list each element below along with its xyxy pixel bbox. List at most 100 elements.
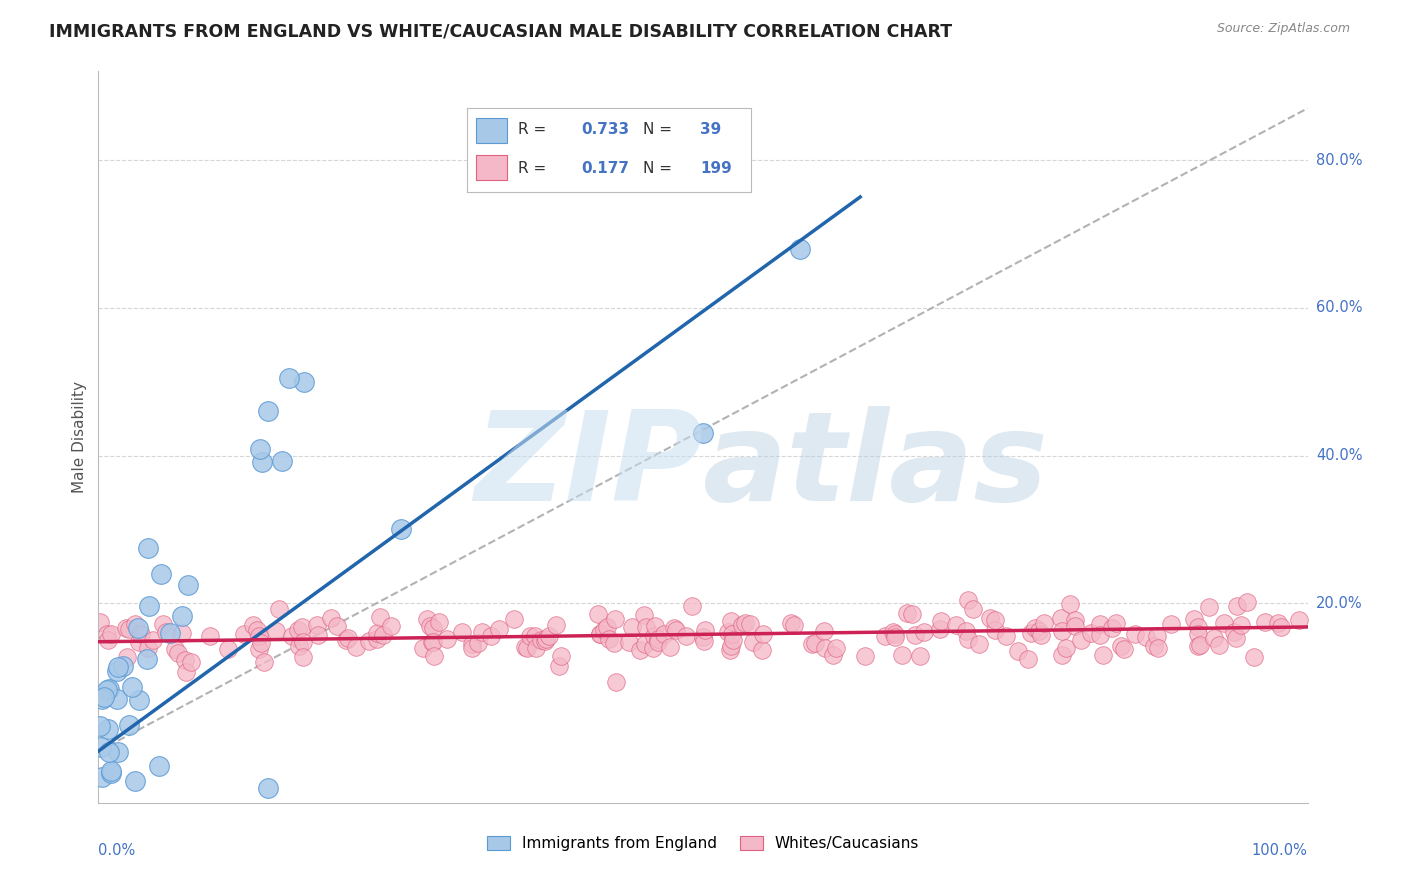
Point (128, 635, 150, 649)
Point (100, 764, 122, 779)
Point (586, 607, 609, 622)
Point (121, 680, 143, 694)
Point (1019, 626, 1042, 640)
Point (779, 615, 801, 630)
Point (250, 455, 273, 469)
Point (1017, 652, 1039, 666)
Point (720, 639, 742, 653)
Point (269, 601, 291, 615)
Point (1187, 620, 1209, 634)
Point (148, 759, 170, 773)
Point (91, 692, 114, 706)
Point (117, 650, 139, 665)
Point (105, 692, 128, 706)
Point (1147, 641, 1170, 656)
Point (1109, 639, 1132, 653)
Point (97, 722, 120, 736)
Point (1187, 639, 1209, 653)
Point (789, 242, 811, 256)
Point (270, 454, 292, 468)
Point (721, 627, 744, 641)
Point (955, 624, 977, 638)
Point (1226, 599, 1249, 613)
Point (537, 629, 560, 643)
Text: atlas: atlas (703, 406, 1049, 527)
Point (731, 618, 754, 632)
Point (634, 637, 657, 651)
Point (644, 619, 666, 633)
Point (281, 629, 304, 643)
Point (908, 648, 931, 663)
Point (1028, 624, 1050, 638)
Point (249, 629, 271, 643)
Point (253, 655, 276, 669)
Point (1050, 648, 1073, 663)
Point (450, 624, 472, 639)
Point (603, 636, 626, 650)
Point (823, 648, 845, 662)
Y-axis label: Male Disability: Male Disability (72, 381, 87, 493)
Point (516, 641, 538, 656)
Point (813, 624, 835, 639)
Point (1208, 638, 1230, 652)
Point (291, 634, 314, 648)
Text: ZIP: ZIP (474, 406, 703, 527)
Point (692, 630, 714, 644)
Point (873, 629, 896, 643)
Point (900, 607, 922, 622)
Point (896, 607, 918, 621)
Point (136, 640, 159, 655)
Point (1101, 621, 1123, 635)
Point (90, 771, 112, 785)
Point (695, 624, 717, 638)
Text: Source: ZipAtlas.com: Source: ZipAtlas.com (1216, 22, 1350, 36)
Point (721, 633, 744, 648)
Point (1050, 611, 1073, 625)
Point (1031, 628, 1053, 642)
Text: 20.0%: 20.0% (1316, 596, 1362, 611)
Point (173, 653, 195, 667)
Point (97, 745, 120, 759)
Point (751, 643, 773, 657)
Point (124, 617, 146, 632)
Point (957, 632, 980, 646)
Point (658, 640, 681, 655)
Point (112, 659, 135, 673)
Point (855, 648, 877, 663)
Point (107, 659, 129, 673)
Point (128, 692, 150, 706)
Point (717, 624, 740, 639)
Point (1024, 621, 1046, 635)
Point (174, 665, 197, 679)
Point (1070, 633, 1092, 648)
Point (634, 620, 657, 634)
Point (621, 620, 644, 634)
Point (1213, 615, 1236, 630)
Point (1050, 624, 1073, 638)
Point (131, 627, 153, 641)
Point (100, 627, 122, 641)
Point (1123, 627, 1146, 641)
Point (891, 648, 914, 662)
Point (488, 623, 510, 637)
Point (256, 780, 278, 795)
Point (1064, 613, 1087, 627)
Point (720, 614, 742, 628)
Point (929, 614, 952, 628)
Point (1114, 641, 1136, 656)
Point (412, 640, 434, 655)
Point (89, 615, 111, 629)
Point (1088, 617, 1111, 632)
Point (945, 617, 967, 632)
Point (1188, 638, 1211, 652)
Point (738, 617, 761, 632)
Point (912, 625, 935, 640)
Point (165, 641, 187, 656)
Point (98, 681, 121, 696)
Point (127, 622, 149, 636)
Point (801, 637, 824, 651)
Point (180, 655, 202, 669)
Point (138, 541, 160, 555)
Point (1033, 616, 1056, 631)
Text: IMMIGRANTS FROM ENGLAND VS WHITE/CAUCASIAN MALE DISABILITY CORRELATION CHART: IMMIGRANTS FROM ENGLAND VS WHITE/CAUCASI… (49, 22, 952, 40)
